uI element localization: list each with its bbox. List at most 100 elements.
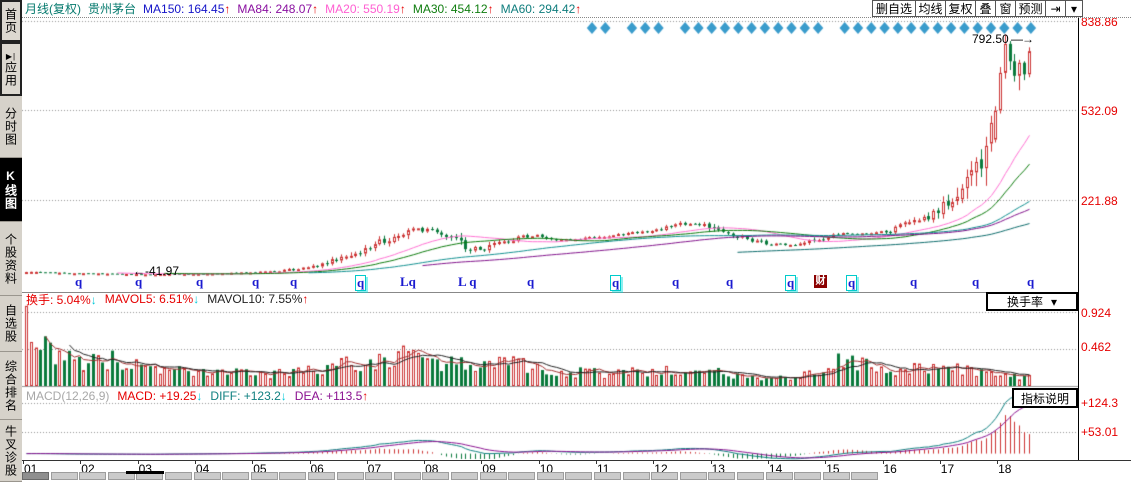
timeline-segment [708,472,736,480]
volume-header-value: MAVOL5: 6.51%↓ [104,292,200,306]
timeline-thumb[interactable] [126,471,164,474]
ma-value: MA30: 454.12↑ [412,1,494,16]
window-button[interactable]: 窗 [995,1,1015,16]
kline-chart-canvas[interactable] [22,18,1078,292]
dividend-marker[interactable]: q [355,275,367,291]
x-axis-label: 17 [940,462,955,476]
timeline-segment [508,472,536,480]
down-arrow-icon: ↓ [193,292,200,306]
dividend-marker[interactable]: q [785,275,797,291]
timeline-segment [765,472,793,480]
macd-chart-canvas[interactable] [22,388,1078,460]
sidebar-item-diagnosis[interactable]: 牛叉诊股 [0,420,22,482]
timeline-segment [679,472,707,480]
period-label: 月线(复权) [25,2,81,16]
dividend-marker[interactable]: q [196,274,204,289]
sidebar-item-label: 牛叉诊股 [3,424,18,477]
sidebar-item-label: 个股资料 [3,232,18,285]
dividend-marker[interactable]: L q [458,274,477,289]
macd-pane[interactable] [22,388,1079,460]
x-axis-tick [939,461,941,464]
sidebar-item-home[interactable]: 首页 [0,0,22,42]
x-axis-tick [767,461,769,464]
sidebar-item-label: 综合排名 [3,359,18,412]
x-axis-tick [538,461,540,464]
timeline-segment [79,472,107,480]
timeline-segment [193,472,221,480]
y-axis-label: 532.09 [1081,104,1118,118]
financial-report-marker[interactable]: 财 [814,275,827,288]
high-price-annotation: 792.50 —→ [972,32,1035,46]
volume-indicator-selector[interactable]: 换手率 ▾ [986,292,1078,311]
down-arrow-icon: ↓ [90,292,97,307]
ma-button[interactable]: 均线 [915,1,945,16]
sidebar-item-label: 应用 [3,60,18,87]
overlay-button[interactable]: 叠 [975,1,995,16]
dividend-marker[interactable]: q [846,275,858,291]
timeline-segment [422,472,450,480]
ma-value: MA150: 164.45↑ [143,1,231,16]
adjust-button[interactable]: 复权 [945,1,975,16]
timeline-segment [822,472,850,480]
indicator-help-button[interactable]: 指标说明 [1012,388,1078,408]
timeline-segment [222,472,250,480]
timeline-segment [851,472,879,480]
macd-header-value: DIFF: +123.2↓ [210,389,287,403]
dividend-marker[interactable]: q [252,274,260,289]
forecast-button[interactable]: 预测 [1015,1,1045,16]
x-axis-tick [653,461,655,464]
dividend-marker[interactable]: Lq [400,274,416,289]
app-launch-icon: ▶| [5,51,17,61]
sidebar-item-watchlist[interactable]: 自选股 [0,296,22,352]
volume-chart-canvas[interactable] [22,292,1078,388]
dividend-marker[interactable]: q [610,275,622,291]
dividend-marker[interactable]: q [972,274,980,289]
kline-chart-pane[interactable] [22,18,1079,293]
x-axis-tick [825,461,827,464]
down-arrow-icon: ↓ [280,389,287,403]
x-axis-tick [309,461,311,464]
up-arrow-icon: ↑ [575,1,582,16]
sidebar-item-apps[interactable]: ▶| 应用 [0,42,22,96]
y-axis-label: +124.3 [1081,396,1119,410]
x-axis-tick [997,461,999,464]
sidebar-item-ranking[interactable]: 综合排名 [0,352,22,420]
timeline-segment [565,472,593,480]
volume-header: 换手: 5.04%↓ MAVOL5: 6.51%↓ MAVOL10: 7.55%↑ [26,292,316,307]
timeline-segment [622,472,650,480]
macd-header-value: MACD: +19.25↓ [117,389,203,403]
dividend-marker[interactable]: q [290,274,298,289]
x-axis-label: 18 [998,462,1012,476]
dividend-marker[interactable]: q [726,274,734,289]
dividend-marker[interactable]: q [75,274,83,289]
sidebar-item-kline[interactable]: K线图 [0,158,22,222]
volume-pane[interactable] [22,292,1079,388]
up-arrow-icon: ↑ [362,389,369,403]
jump-to-end-button[interactable]: ⇥ [1045,1,1065,16]
up-arrow-icon: ↑ [302,292,309,306]
down-arrow-icon: ↓ [196,389,203,403]
timeline-segment [737,472,764,480]
macd-header: MACD(12,26,9) MACD: +19.25↓ DIFF: +123.2↓… [26,389,376,403]
low-price-annotation: ←-41.97 [133,264,180,278]
x-axis-tick [137,461,139,464]
sidebar-item-stock-info[interactable]: 个股资料 [0,222,22,296]
dividend-marker[interactable]: q [527,274,535,289]
dividend-marker[interactable]: q [910,274,918,289]
up-arrow-icon: ↑ [399,1,406,16]
sidebar-item-intraday[interactable]: 分时图 [0,96,22,158]
x-axis-tick [23,461,24,464]
macd-values-list: MACD: +19.25↓ DIFF: +123.2↓ DEA: +113.5↑ [117,389,376,403]
up-arrow-icon: ↑ [487,1,494,16]
timeline-segment [336,472,364,480]
delete-watchlist-button[interactable]: 删自选 [873,1,915,16]
more-dropdown-button[interactable]: ▾ [1065,1,1082,16]
y-axis-label: 0.924 [1081,306,1112,320]
volume-selector-label: 换手率 [1006,295,1043,309]
up-arrow-icon: ↑ [224,1,231,16]
dividend-marker[interactable]: q [672,274,680,289]
dividend-marker[interactable]: q [1027,274,1035,289]
timeline-segment [50,472,78,480]
timeline-segment [365,472,393,480]
dividend-marker[interactable]: q [135,274,143,289]
